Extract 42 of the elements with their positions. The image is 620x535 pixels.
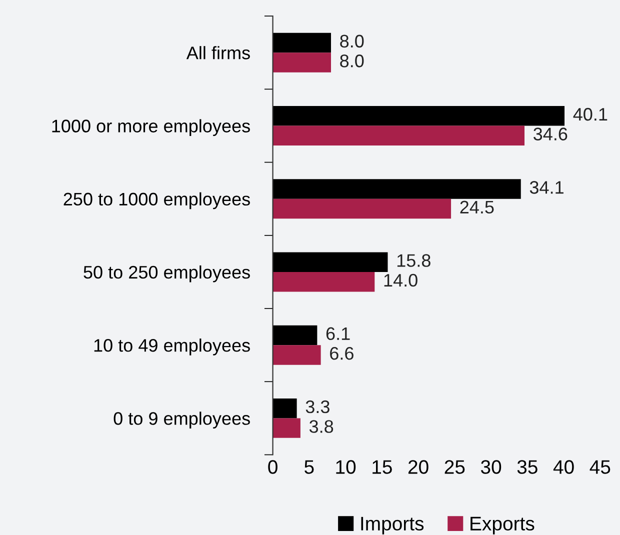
bar bbox=[272, 52, 331, 72]
bar bbox=[272, 418, 300, 438]
bar bbox=[272, 32, 331, 53]
x-tick-label: 15 bbox=[372, 460, 392, 474]
data-label: 40.1 bbox=[573, 108, 608, 121]
bar bbox=[272, 272, 375, 292]
data-label: 6.6 bbox=[330, 347, 354, 360]
bar bbox=[272, 126, 525, 146]
x-tick-label: 35 bbox=[517, 460, 538, 474]
data-label: 8.0 bbox=[340, 34, 364, 48]
bar bbox=[272, 398, 297, 418]
x-tick-label: 30 bbox=[480, 460, 502, 474]
data-label: 3.3 bbox=[306, 400, 330, 414]
x-tick-label: 10 bbox=[336, 460, 356, 474]
y-tick-label: All firms bbox=[186, 46, 250, 60]
x-tick-label: 40 bbox=[553, 460, 574, 474]
legend-label: Exports bbox=[470, 516, 534, 534]
y-tick-label: 10 to 49 employees bbox=[94, 338, 250, 356]
data-label: 24.5 bbox=[460, 200, 494, 214]
y-tick-label: 50 to 250 employees bbox=[84, 265, 250, 282]
data-label: 6.1 bbox=[326, 327, 350, 340]
x-tick-label: 0 bbox=[268, 460, 278, 474]
bar bbox=[272, 345, 321, 365]
data-label: 15.8 bbox=[397, 254, 430, 267]
x-tick-label: 5 bbox=[304, 460, 314, 474]
bar bbox=[272, 325, 318, 346]
bar bbox=[272, 106, 565, 126]
x-tick-label: 20 bbox=[408, 460, 428, 474]
data-label: 8.0 bbox=[340, 54, 364, 68]
y-tick-label: 250 to 1000 employees bbox=[64, 192, 250, 210]
x-tick-label: 25 bbox=[444, 460, 465, 474]
data-label: 14.0 bbox=[384, 274, 418, 287]
data-label: 34.6 bbox=[534, 128, 568, 140]
bar bbox=[272, 179, 521, 199]
data-label: 3.8 bbox=[309, 420, 334, 433]
y-tick-label: 1000 or more employees bbox=[52, 119, 250, 136]
bar bbox=[272, 198, 452, 219]
bar bbox=[272, 252, 388, 272]
x-tick-label: 45 bbox=[590, 460, 610, 474]
data-label: 34.1 bbox=[530, 181, 564, 194]
legend-label: Imports bbox=[361, 516, 424, 534]
y-tick-label: 0 to 9 employees bbox=[114, 412, 250, 428]
